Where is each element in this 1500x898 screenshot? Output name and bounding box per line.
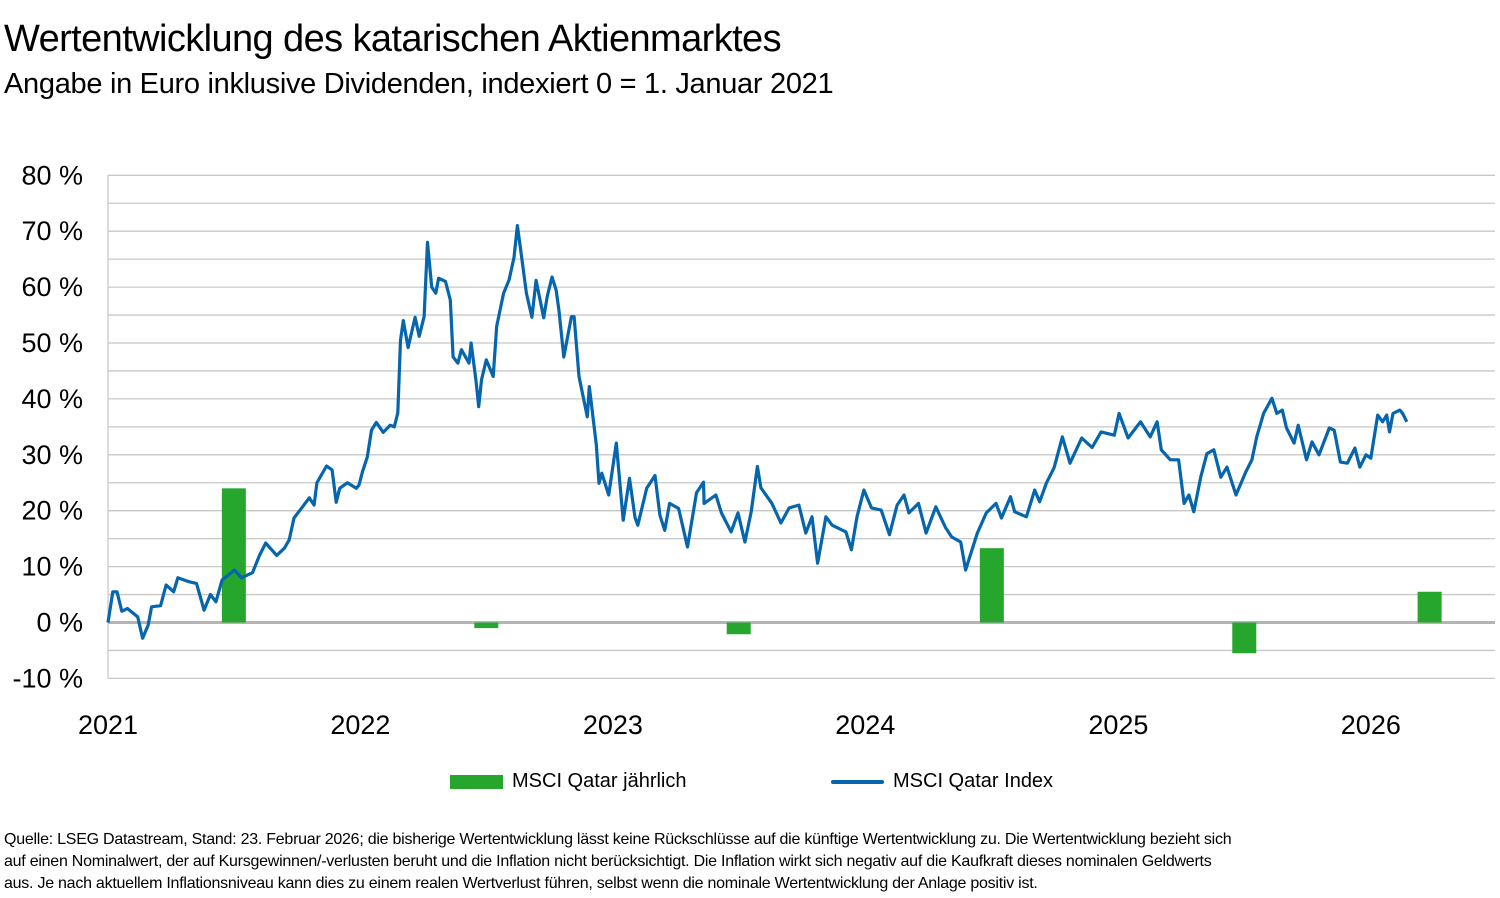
line-series xyxy=(106,224,1409,640)
chart-area: 80 % 70 % 60 % 50 % 40 % 30 % 20 % 10 % 0 % -10 %… xyxy=(12,160,1495,740)
chart-title: Wertentwicklung des katarischen Aktienma… xyxy=(4,18,782,60)
bar-2022 xyxy=(474,622,499,629)
y-tick-label: 20 % xyxy=(21,496,83,526)
footnote: Quelle: LSEG Datastream, Stand: 23. Febr… xyxy=(4,829,1232,895)
y-tick-label: 70 % xyxy=(21,216,83,246)
bar-2026 xyxy=(1417,591,1442,623)
footnote-line: Quelle: LSEG Datastream, Stand: 23. Febr… xyxy=(4,831,1232,848)
y-tick-label: 10 % xyxy=(21,552,83,582)
y-tick-label: 0 % xyxy=(36,608,83,638)
x-tick-label: 2023 xyxy=(583,710,643,740)
footnote-line: auf einen Nominalwert, der auf Kursgewin… xyxy=(4,853,1212,870)
legend-bar-swatch xyxy=(450,774,503,789)
y-tick-label: 60 % xyxy=(21,272,83,302)
bar-2023 xyxy=(726,622,751,635)
y-tick-label: 30 % xyxy=(21,440,83,470)
bar-2024 xyxy=(979,548,1004,623)
y-tick-label: -10 % xyxy=(12,663,83,693)
x-axis-ticks: 2021 2022 2023 2024 2025 2026 xyxy=(78,710,1401,740)
y-axis-ticks: 80 % 70 % 60 % 50 % 40 % 30 % 20 % 10 % 0 % -10 % xyxy=(12,160,83,693)
y-tick-label: 80 % xyxy=(21,160,83,190)
chart-subtitle: Angabe in Euro inklusive Dividenden, ind… xyxy=(4,68,834,100)
gridlines xyxy=(107,174,1495,680)
footnote-line: aus. Je nach aktuellem Inflationsniveau … xyxy=(4,875,1038,892)
x-tick-label: 2026 xyxy=(1341,710,1401,740)
bar-2025 xyxy=(1232,622,1257,654)
x-tick-label: 2025 xyxy=(1088,710,1148,740)
legend-label-line: MSCI Qatar Index xyxy=(893,770,1054,792)
index-line xyxy=(106,224,1409,640)
x-tick-label: 2021 xyxy=(78,710,138,740)
x-tick-label: 2024 xyxy=(835,710,895,740)
y-tick-label: 40 % xyxy=(21,384,83,414)
x-tick-label: 2022 xyxy=(330,710,390,740)
legend-item-line: MSCI Qatar Index xyxy=(831,770,1053,793)
legend-label-bars: MSCI Qatar jährlich xyxy=(512,770,687,792)
y-tick-label: 50 % xyxy=(21,328,83,358)
bar-series xyxy=(221,488,1442,654)
legend-line-swatch xyxy=(831,779,884,784)
bar-2021 xyxy=(221,488,246,623)
legend-item-bars: MSCI Qatar jährlich xyxy=(450,770,687,793)
